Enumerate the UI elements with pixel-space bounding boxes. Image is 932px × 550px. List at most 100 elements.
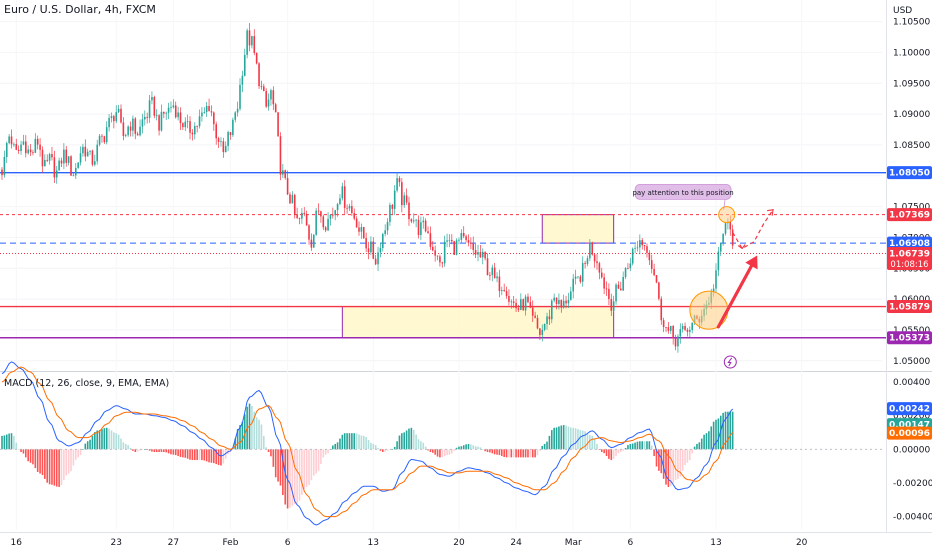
time-axis[interactable]: 16 23 27 Feb 6 13 20 24 Mar 6 13 20 [11,538,808,548]
candle-body[interactable] [527,296,529,303]
candle-body[interactable] [715,270,717,289]
candle-body[interactable] [396,178,398,191]
candle-body[interactable] [298,217,301,219]
candle-body[interactable] [17,149,20,152]
candle-body[interactable] [529,302,532,308]
candle-body[interactable] [248,30,251,46]
candle-body[interactable] [462,232,465,237]
candle-body[interactable] [360,227,363,232]
callout-box[interactable] [634,183,732,200]
candle-body[interactable] [541,329,544,335]
candle-body[interactable] [443,241,446,264]
candle-body[interactable] [520,299,522,310]
candle-body[interactable] [146,116,148,118]
candle-body[interactable] [74,167,77,176]
candle-body[interactable] [222,141,225,153]
candle-body[interactable] [279,136,282,175]
candle-body[interactable] [167,107,170,113]
candle-body[interactable] [377,252,379,265]
candle-body[interactable] [260,86,263,87]
horizontal-lines[interactable] [0,171,886,339]
candle-body[interactable] [524,296,527,311]
candle-body[interactable] [382,234,384,249]
candle-body[interactable] [584,263,586,264]
candle-body[interactable] [174,105,177,118]
candle-body[interactable] [636,247,639,249]
candle-body[interactable] [596,261,598,264]
candle-body[interactable] [79,153,82,163]
candle-body[interactable] [179,112,182,124]
candle-body[interactable] [29,149,32,153]
candle-body[interactable] [662,320,665,328]
candle-body[interactable] [220,141,222,143]
candle-body[interactable] [470,242,472,244]
candle-body[interactable] [115,112,118,122]
candle-body[interactable] [8,136,10,144]
candle-body[interactable] [531,307,534,316]
candle-body[interactable] [332,214,334,216]
candle-body[interactable] [681,326,684,330]
candle-body[interactable] [605,288,608,290]
candle-body[interactable] [351,206,353,213]
candle-body[interactable] [622,276,624,291]
candle-body[interactable] [660,298,663,321]
candle-body[interactable] [646,246,648,253]
candle-body[interactable] [39,144,41,150]
candle-body[interactable] [122,122,125,136]
candle-body[interactable] [358,227,360,232]
candle-body[interactable] [517,308,520,310]
candle-body[interactable] [103,136,106,143]
candle-body[interactable] [353,212,356,219]
candle-body[interactable] [665,327,667,328]
candle-body[interactable] [427,231,429,234]
candle-body[interactable] [600,272,603,278]
candle-body[interactable] [689,329,691,332]
candle-body[interactable] [543,323,546,330]
candle-body[interactable] [110,116,113,119]
candle-body[interactable] [453,241,455,255]
candle-body[interactable] [3,156,6,176]
candle-body[interactable] [15,143,18,150]
candle-body[interactable] [650,260,653,269]
candle-body[interactable] [429,233,432,247]
candle-body[interactable] [624,268,627,277]
candle-body[interactable] [293,194,296,215]
candle-body[interactable] [686,329,689,332]
candle-body[interactable] [536,317,539,329]
candle-body[interactable] [243,54,246,76]
candle-body[interactable] [25,141,27,154]
candle-body[interactable] [127,126,129,136]
candle-body[interactable] [415,219,417,221]
support-resistance-zone[interactable] [341,306,615,339]
candle-body[interactable] [139,126,141,136]
candle-body[interactable] [13,143,15,145]
candle-body[interactable] [282,170,284,175]
candle-body[interactable] [120,108,122,123]
candle-body[interactable] [717,251,720,271]
candle-body[interactable] [336,204,339,211]
candle-body[interactable] [301,212,303,219]
candle-body[interactable] [615,284,617,302]
candle-body[interactable] [272,90,275,105]
candle-body[interactable] [303,212,306,215]
candle-body[interactable] [479,252,482,258]
candle-body[interactable] [648,252,651,261]
candle-body[interactable] [617,284,620,289]
candle-body[interactable] [236,108,239,113]
candle-body[interactable] [339,198,341,205]
candle-body[interactable] [148,100,151,118]
candle-body[interactable] [577,276,579,278]
candle-body[interactable] [67,156,70,163]
candle-body[interactable] [1,169,3,176]
candle-body[interactable] [403,195,406,206]
candle-body[interactable] [539,328,541,335]
candle-body[interactable] [558,299,560,304]
candle-body[interactable] [712,288,715,293]
drawings[interactable]: pay attention to this position [632,183,774,369]
candle-body[interactable] [505,291,508,297]
candle-body[interactable] [362,227,365,239]
candle-body[interactable] [560,299,563,308]
candle-body[interactable] [515,302,517,309]
candle-body[interactable] [424,220,427,232]
candle-body[interactable] [82,146,84,154]
